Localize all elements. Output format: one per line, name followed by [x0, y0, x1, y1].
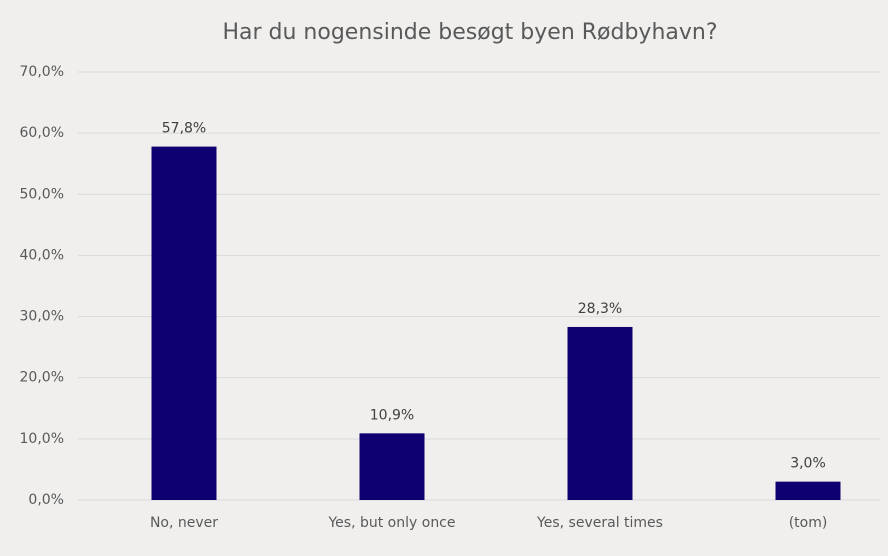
y-tick-label: 40,0%: [20, 247, 64, 263]
y-tick-label: 50,0%: [20, 186, 64, 202]
x-tick-label: (tom): [789, 515, 828, 531]
bar: [151, 146, 217, 500]
x-tick-label: Yes, but only once: [327, 515, 455, 531]
bar: [567, 326, 633, 500]
bar: [775, 481, 841, 500]
chart-title: Har du nogensinde besøgt byen Rødbyhavn?: [222, 20, 717, 45]
data-label: 57,8%: [162, 121, 206, 137]
data-label: 28,3%: [578, 301, 622, 317]
x-tick-label: Yes, several times: [536, 515, 663, 531]
data-label: 10,9%: [370, 407, 414, 423]
y-tick-label: 0,0%: [28, 492, 64, 508]
x-tick-label: No, never: [150, 515, 218, 531]
y-tick-label: 60,0%: [20, 125, 64, 141]
y-tick-label: 10,0%: [20, 431, 64, 447]
data-label: 3,0%: [790, 456, 826, 472]
y-tick-label: 70,0%: [20, 64, 64, 80]
y-tick-label: 30,0%: [20, 309, 64, 325]
bar: [359, 433, 425, 500]
y-tick-label: 20,0%: [20, 370, 64, 386]
